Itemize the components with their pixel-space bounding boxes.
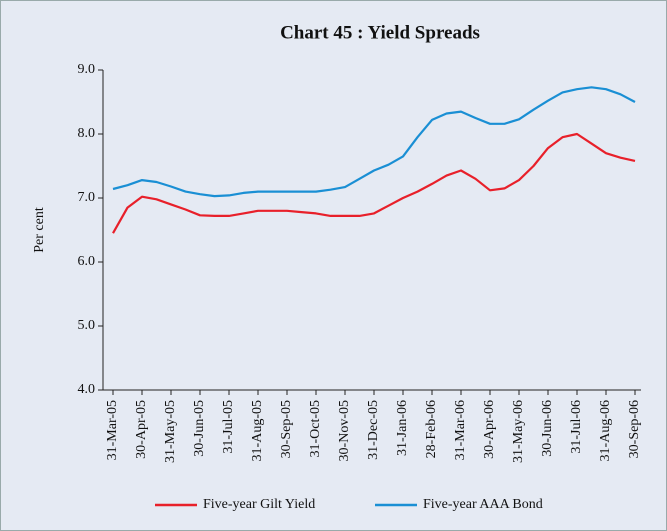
y-tick-label: 6.0 xyxy=(78,254,96,269)
x-tick-label: 30-Jun-05 xyxy=(192,400,207,457)
x-tick-label: 30-Sep-06 xyxy=(627,400,642,458)
x-tick-label: 31-Mar-05 xyxy=(105,400,120,460)
x-tick-label: 30-Jun-06 xyxy=(540,400,555,457)
y-tick-label: 5.0 xyxy=(78,318,96,333)
series-line xyxy=(112,132,636,234)
legend-label: Five-year Gilt Yield xyxy=(203,497,315,512)
x-tick-label: 31-Mar-06 xyxy=(453,400,468,460)
legend-label: Five-year AAA Bond xyxy=(423,497,543,512)
x-tick-label: 31-Oct-05 xyxy=(308,400,323,458)
x-tick-label: 30-Sep-05 xyxy=(279,400,294,458)
y-tick-label: 4.0 xyxy=(78,382,96,397)
x-tick-label: 31-Dec-05 xyxy=(366,400,381,460)
x-tick-label: 30-Nov-05 xyxy=(337,400,352,461)
y-tick-label: 9.0 xyxy=(78,62,96,77)
x-tick-label: 31-Jul-06 xyxy=(569,400,584,454)
x-tick-label: 31-May-06 xyxy=(511,400,526,463)
chart-title: Chart 45 : Yield Spreads xyxy=(280,22,480,43)
x-tick-label: 30-Apr-05 xyxy=(134,400,149,459)
y-tick-label: 7.0 xyxy=(78,190,96,205)
x-tick-label: 31-May-05 xyxy=(163,400,178,463)
series-line xyxy=(112,86,636,198)
x-tick-label: 30-Apr-06 xyxy=(482,400,497,459)
y-tick-label: 8.0 xyxy=(78,126,96,141)
x-tick-label: 31-Jul-05 xyxy=(221,400,236,454)
x-tick-label: 28-Feb-06 xyxy=(424,400,439,458)
x-tick-label: 31-Aug-05 xyxy=(250,400,265,461)
x-tick-label: 31-Aug-06 xyxy=(598,400,613,461)
x-tick-label: 31-Jan-06 xyxy=(395,400,410,456)
y-axis-label: Per cent xyxy=(32,207,47,253)
